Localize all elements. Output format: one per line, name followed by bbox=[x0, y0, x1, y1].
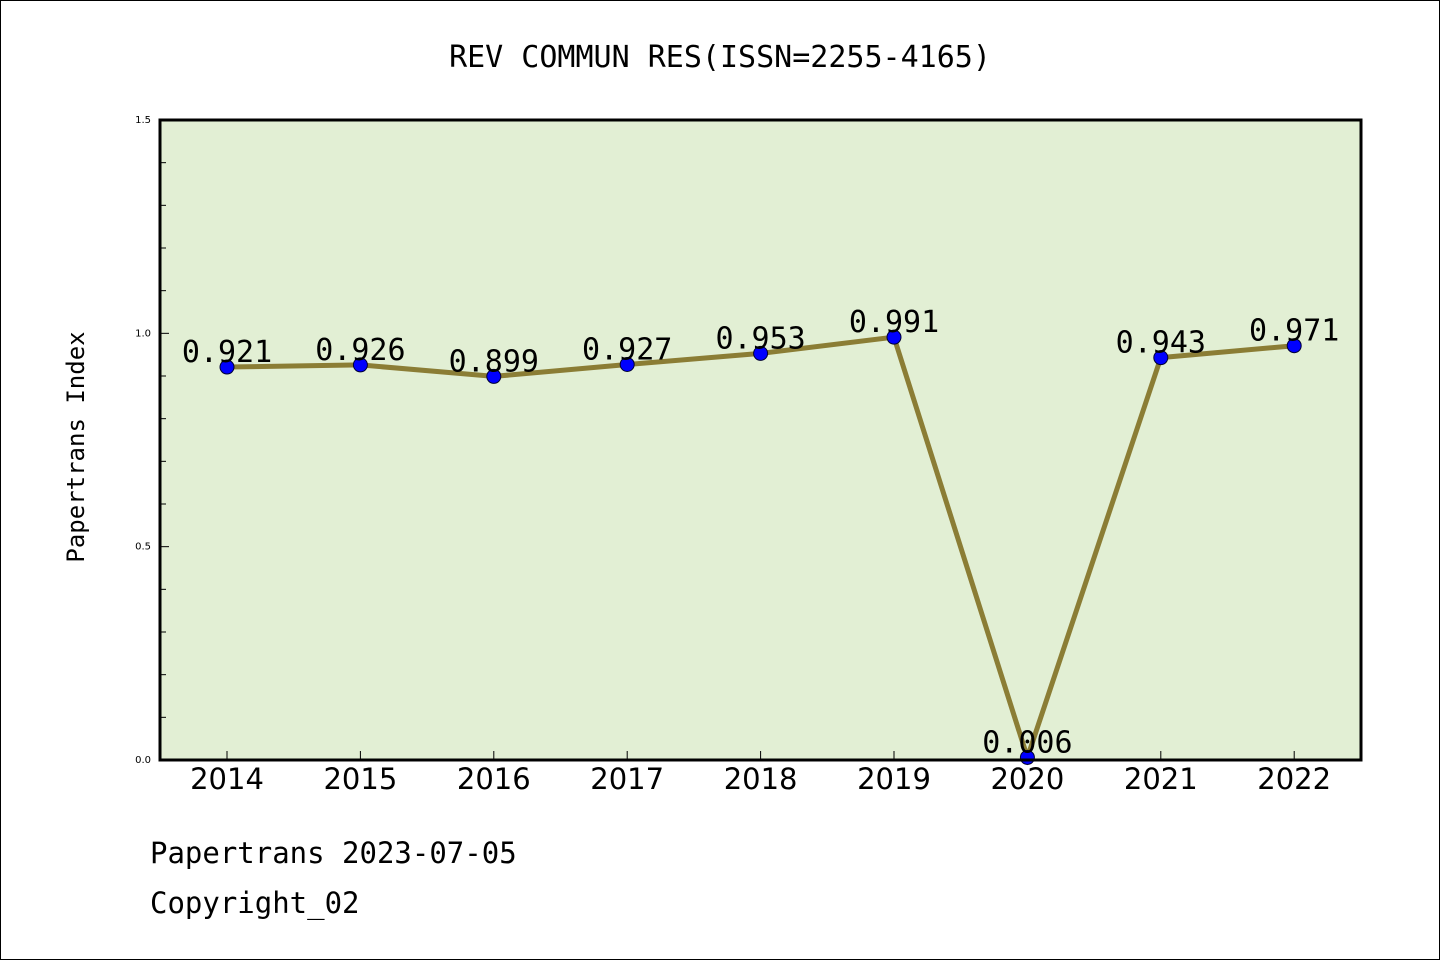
data-label: 0.943 bbox=[1116, 326, 1206, 361]
x-tick-label: 2018 bbox=[724, 762, 798, 796]
x-tick-label: 2015 bbox=[323, 762, 397, 796]
footer-copyright: Copyright_02 bbox=[150, 886, 360, 920]
data-point bbox=[1153, 350, 1169, 366]
x-axis: 2014 2015 2016 2017 2018 2019 2020 2021 2022 bbox=[190, 751, 1331, 796]
data-label: 0.899 bbox=[449, 344, 539, 379]
data-point bbox=[753, 345, 769, 361]
x-tick-label: 2022 bbox=[1257, 762, 1331, 796]
x-tick-label: 2020 bbox=[990, 762, 1064, 796]
plot-border bbox=[158, 118, 1363, 762]
x-tick-label: 2019 bbox=[857, 762, 931, 796]
x-tick-label: 2016 bbox=[457, 762, 531, 796]
data-label: 0.921 bbox=[182, 335, 272, 370]
y-axis-label: Papertrans Index bbox=[62, 331, 90, 562]
footer-date-line: Papertrans 2023-07-05 bbox=[150, 836, 517, 870]
data-point bbox=[486, 368, 502, 384]
data-label: 0.927 bbox=[582, 332, 672, 367]
y-tick-label: 0.0 bbox=[135, 755, 151, 766]
data-label: 0.926 bbox=[315, 333, 405, 368]
data-markers bbox=[219, 329, 1302, 765]
y-tick-label: 0.5 bbox=[135, 542, 151, 553]
x-tick-label: 2014 bbox=[190, 762, 264, 796]
chart-title: REV COMMUN RES(ISSN=2255-4165) bbox=[449, 40, 991, 75]
x-tick-label: 2017 bbox=[590, 762, 664, 796]
data-point bbox=[219, 359, 235, 375]
y-tick-label: 1.0 bbox=[135, 328, 151, 339]
y-tick-label: 1.5 bbox=[135, 115, 151, 126]
data-label: 0.006 bbox=[982, 725, 1072, 760]
data-label: 0.971 bbox=[1249, 314, 1339, 349]
x-tick-label: 2021 bbox=[1124, 762, 1198, 796]
data-labels: 0.921 0.926 0.899 0.927 0.953 0.991 0.006 0.943… bbox=[182, 305, 1340, 760]
data-label: 0.953 bbox=[715, 321, 805, 356]
data-label: 0.991 bbox=[849, 305, 939, 340]
data-point bbox=[619, 356, 635, 372]
data-point bbox=[352, 357, 368, 373]
data-point bbox=[886, 329, 902, 345]
data-point bbox=[1286, 338, 1302, 354]
plot-area bbox=[160, 120, 1361, 760]
